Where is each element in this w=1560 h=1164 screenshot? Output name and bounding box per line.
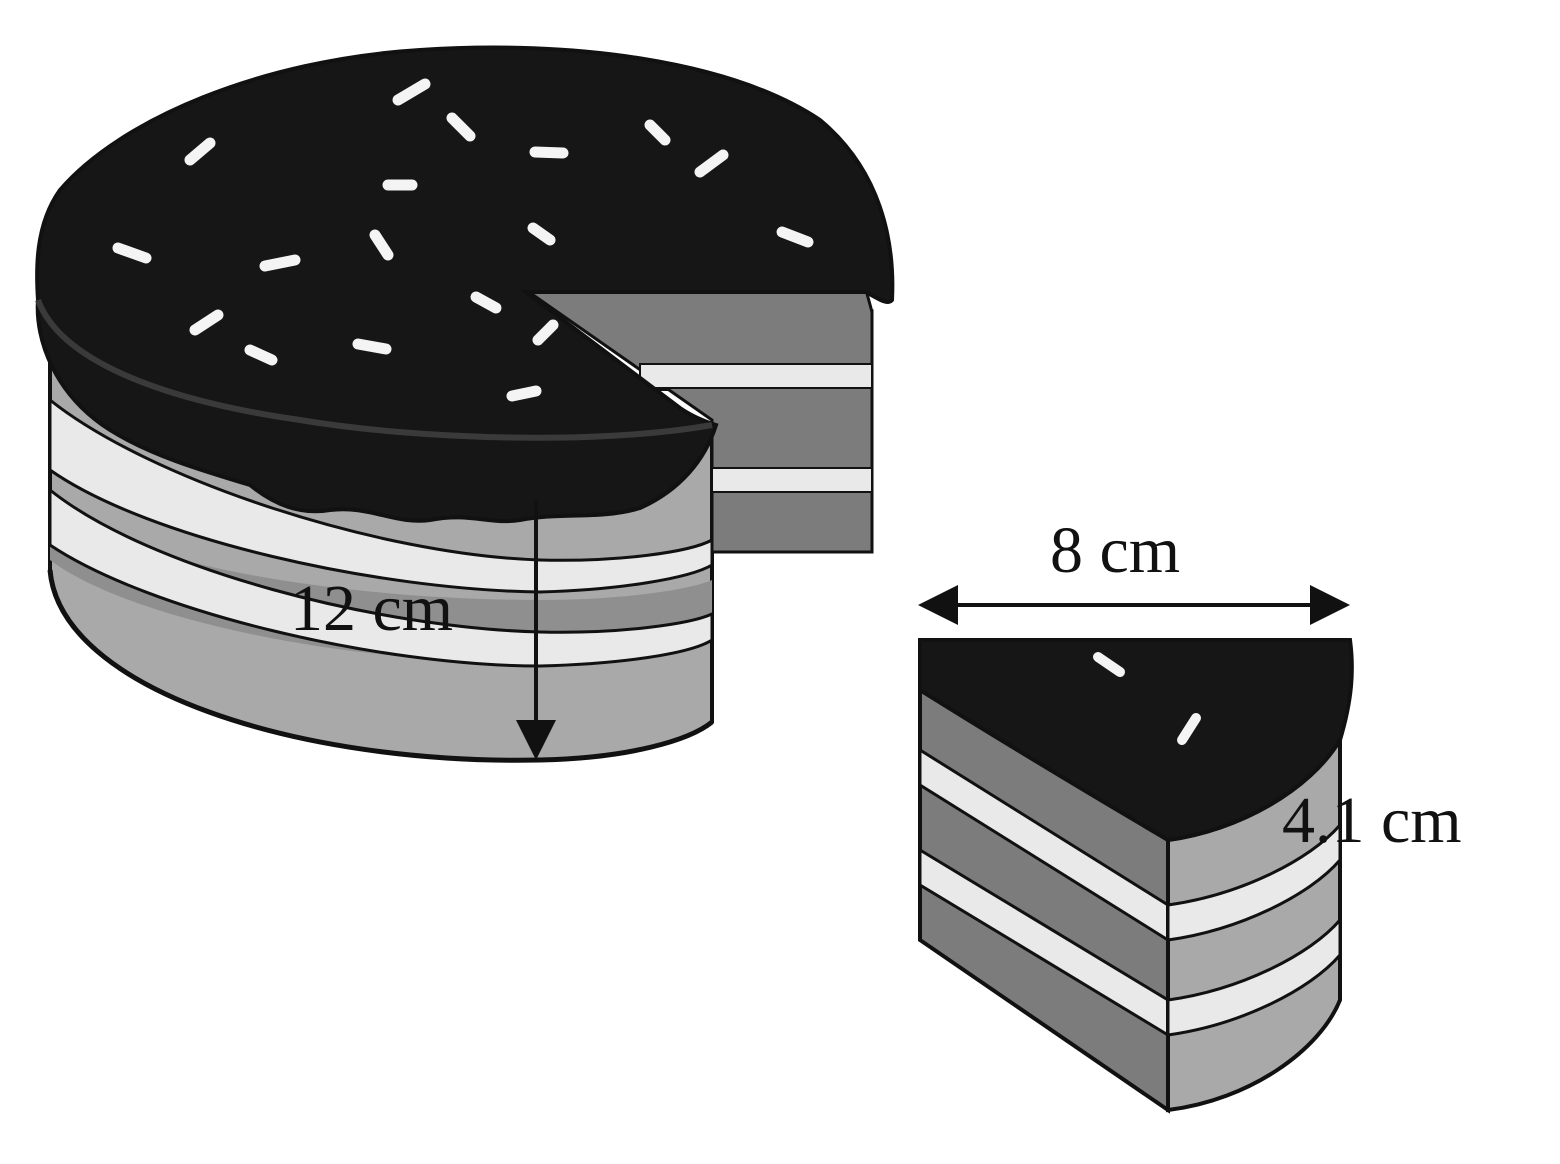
sprinkle	[532, 319, 559, 346]
sprinkle	[244, 344, 278, 366]
sprinkle	[527, 222, 556, 246]
whole-cake-height-label: 12 cm	[290, 572, 453, 645]
sprinkle	[1093, 652, 1125, 677]
sprinkle	[392, 78, 431, 106]
slice-height-label: 4.1 cm	[1282, 784, 1462, 857]
whole-cake-dark-band	[50, 505, 712, 663]
slice-frosting	[918, 638, 1354, 843]
sprinkle	[184, 137, 216, 166]
sprinkle	[446, 112, 476, 142]
whole-cake-sprinkles	[112, 78, 814, 402]
sprinkle	[644, 119, 671, 146]
sprinkle	[470, 291, 502, 314]
sprinkle	[529, 146, 569, 159]
slice-sprinkles	[1093, 652, 1201, 745]
slice-width-label: 8 cm	[1050, 514, 1180, 587]
slice-outer-cream-1	[1166, 820, 1342, 942]
cut-face-cream-2b	[711, 467, 873, 493]
sprinkle	[369, 229, 394, 261]
whole-cake: 12 cm	[35, 45, 895, 763]
sprinkle	[352, 338, 392, 355]
whole-cake-frosting-rim	[35, 298, 713, 441]
sprinkle	[776, 226, 814, 248]
cake-slice: 8 cm 4.1 cm	[918, 514, 1462, 1114]
whole-cake-bottom-edge	[47, 569, 714, 763]
whole-cake-frosting	[35, 45, 895, 524]
sprinkle	[259, 254, 301, 272]
sprinkle	[1177, 713, 1201, 745]
sprinkle	[112, 242, 152, 264]
cut-face-cream-1b	[639, 363, 873, 389]
slice-outer-cream-2	[1166, 915, 1342, 1037]
sprinkle	[189, 309, 224, 336]
whole-cake-cream-layer-2	[48, 486, 714, 668]
sprinkle	[506, 385, 542, 402]
sprinkle	[694, 149, 729, 178]
